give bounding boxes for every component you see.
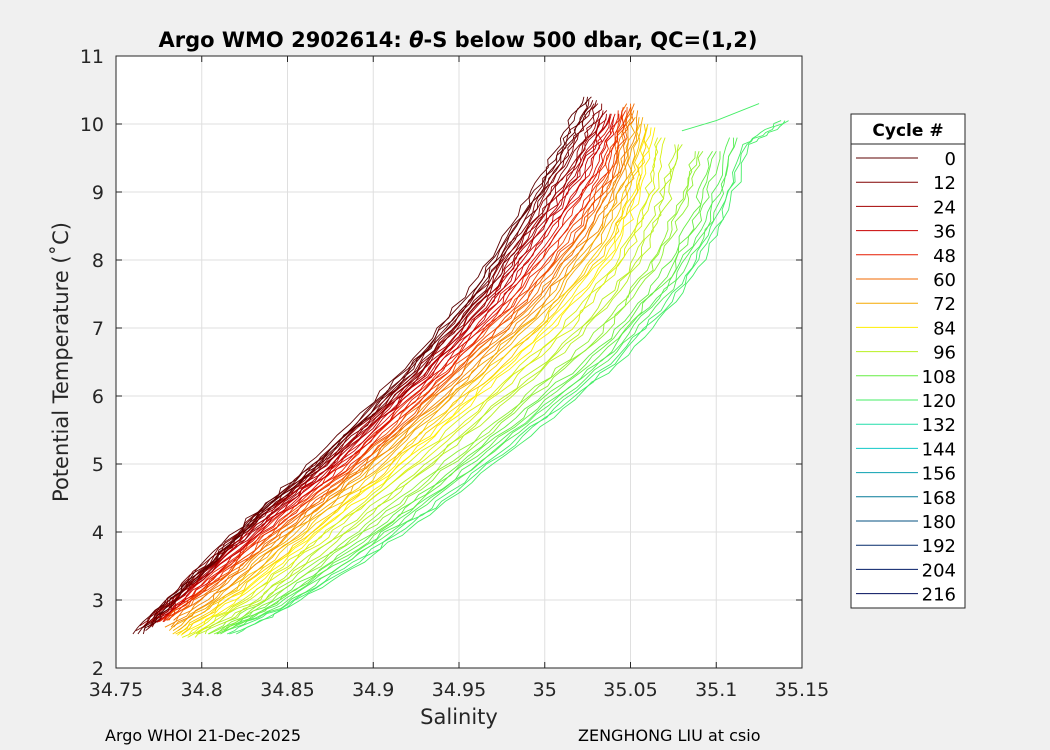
legend-label: 180 [922,512,956,533]
series-line-cycle-20 [151,113,611,625]
x-tick-label: 35.1 [695,679,737,701]
series-line-cycle-90 [194,137,666,638]
y-tick-labels: 2 3 4 5 6 7 8 9 10 11 [80,46,104,680]
legend-label: 216 [922,585,956,606]
y-tick-label: 9 [92,182,104,204]
series-line-cycle-36 [156,113,616,623]
series-line-cycle-52 [168,106,632,621]
series-line-cycle-28 [150,117,611,623]
series-line-cycle-20 [151,113,607,625]
legend-label: 96 [933,343,956,364]
legend-label: 72 [933,294,956,315]
legend-label: 204 [922,560,956,581]
series-line-cycle-108 [216,150,713,635]
series-line-cycle-114 [225,137,735,632]
x-tick-label: 34.75 [89,679,143,701]
series-line-cycle-102 [207,151,696,635]
legend-label: 12 [933,173,956,194]
chart-title: Argo WMO 2902614: θ-S below 500 dbar, QC… [158,28,757,52]
legend-box [850,113,966,609]
data-lines [132,96,789,638]
series-line-cycle-72 [177,117,644,631]
series-line-cycle-96 [195,144,677,635]
series-line-cycle-90 [187,137,662,638]
x-tick-label: 34.9 [352,679,394,701]
series-line-cycle-60 [173,103,635,621]
series-line-cycle-96 [198,144,679,635]
legend-label: 192 [922,536,956,557]
y-axis-label: Potential Temperature (˚C) [49,222,73,502]
legend-label: 144 [922,439,956,460]
legend-label: 36 [933,222,956,243]
legend: Cycle # 0 12 24 36 48 60 72 84 96 108 120 132 144 156… [850,113,966,609]
y-tick-label: 4 [92,522,104,544]
x-axis-label: Salinity [420,705,498,729]
legend-label: 156 [922,464,956,485]
x-tick-label: 34.95 [432,679,486,701]
footer-right: ZENGHONG LIU at csio [578,726,760,745]
series-line-cycle-52 [157,106,624,621]
legend-label: 108 [922,367,956,388]
y-tick-label: 8 [92,250,104,272]
series-line-cycle-72 [168,116,636,631]
series-line-cycle-120 [235,120,789,635]
y-tick-label: 11 [80,46,104,68]
x-tick-label: 35.05 [603,679,657,701]
series-line-cycle-84 [180,127,652,636]
series-line-cycle-4 [135,100,590,631]
y-tick-label: 5 [92,454,104,476]
legend-label: 120 [922,391,956,412]
series-line-cycle-0 [137,96,589,635]
legend-label: 24 [933,197,956,218]
legend-items: 0 12 24 36 48 60 72 84 96 108 120 132 144 156 168 180 19… [856,149,956,606]
series-line-cycle-96 [204,144,683,635]
footer-left: Argo WHOI 21-Dec-2025 [105,726,301,745]
x-tick-label: 34.8 [181,679,223,701]
legend-label: 168 [922,488,956,509]
series-line-extra [681,103,760,132]
legend-label: 132 [922,415,956,436]
series-line-cycle-84 [187,127,656,636]
series-line-cycle-44 [158,110,623,623]
legend-label: 0 [945,149,956,170]
y-tick-label: 3 [92,590,104,612]
x-tick-label: 35.15 [775,679,829,701]
series-line-cycle-102 [213,150,704,635]
y-tick-label: 2 [92,658,104,680]
y-tick-label: 6 [92,386,104,408]
series-line-cycle-78 [181,123,649,635]
series-line-cycle-28 [157,117,615,623]
series-line-cycle-66 [173,110,639,628]
legend-label: 84 [933,318,956,339]
series-line-cycle-114 [223,137,731,631]
legend-title: Cycle # [872,121,943,141]
series-line-cycle-36 [162,113,620,623]
series-line-cycle-108 [217,150,717,635]
y-tick-label: 7 [92,318,104,340]
legend-label: 60 [933,270,956,291]
series-line-cycle-66 [164,110,631,628]
ticks [115,55,803,669]
series-line-cycle-120 [229,120,786,635]
legend-label: 48 [933,246,956,267]
series-line-cycle-78 [175,123,646,635]
x-tick-labels: 34.75 34.8 34.85 34.9 34.95 35 35.05 35.1 35.15 [89,679,829,701]
series-line-cycle-108 [220,151,721,635]
series-line-cycle-44 [163,110,627,623]
series-line-cycle-4 [143,100,594,631]
series-line-cycle-52 [166,106,628,621]
series-line-cycle-114 [226,137,738,632]
series-line-cycle-8 [147,103,599,628]
x-tick-label: 34.85 [260,679,314,701]
series-line-cycle-60 [167,103,632,621]
series-line-cycle-0 [142,96,592,635]
series-line-cycle-0 [132,96,585,635]
x-tick-label: 35 [533,679,557,701]
y-tick-label: 10 [80,114,104,136]
